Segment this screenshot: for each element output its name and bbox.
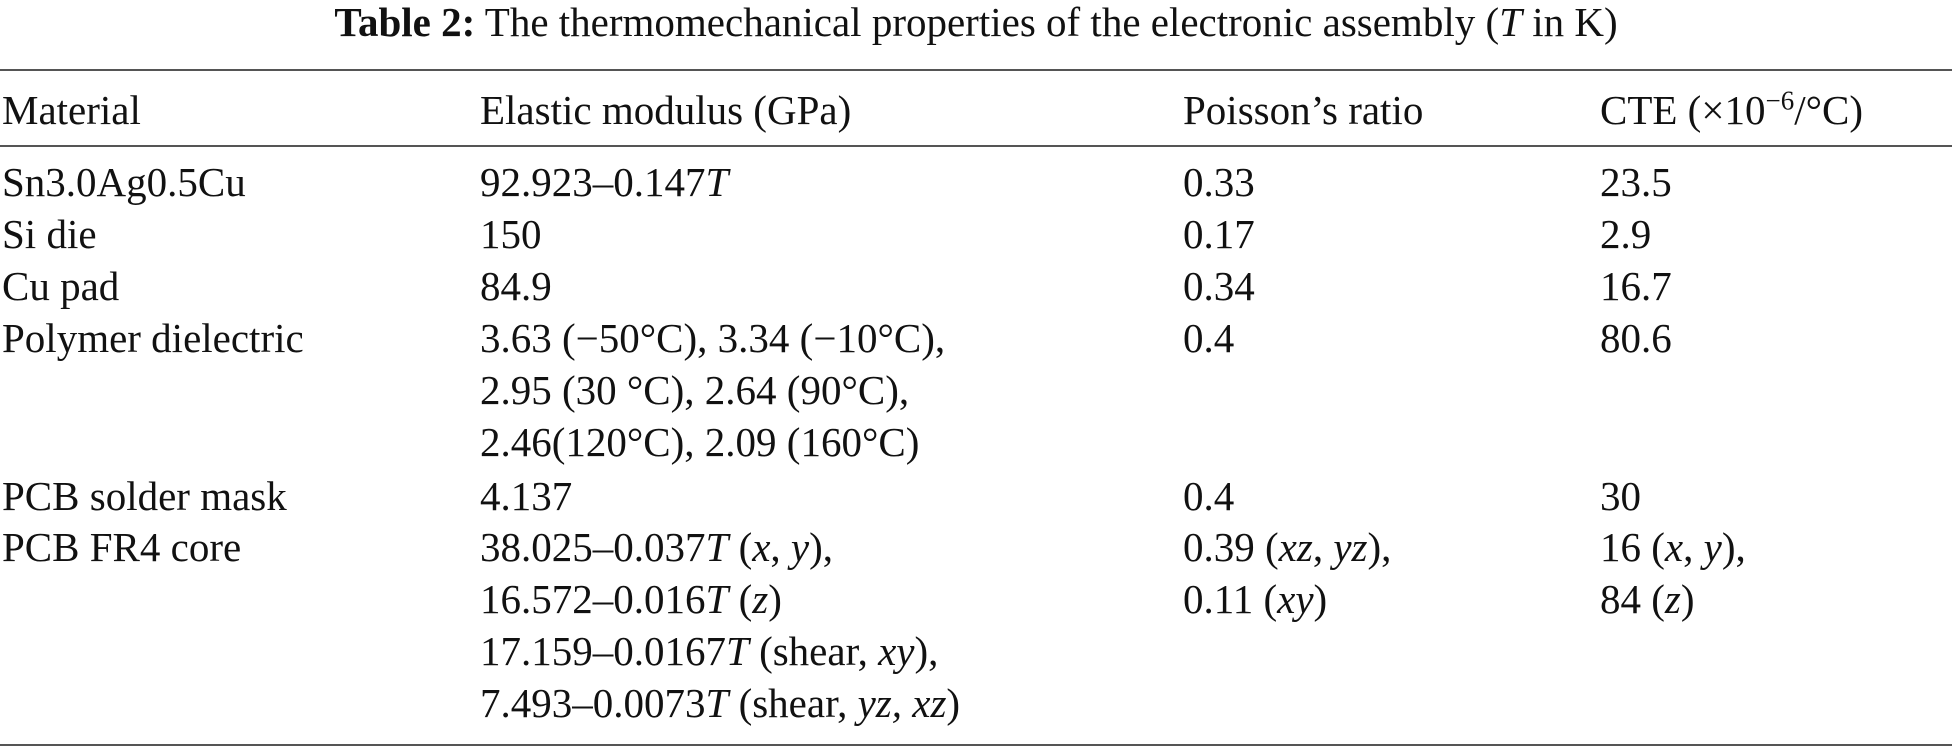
- table-row-poisson: 0.39 (xz, yz), 0.11 (xy): [1183, 524, 1392, 622]
- caption-variable: T: [1499, 0, 1522, 45]
- table-row-poisson: 0.17: [1183, 211, 1255, 257]
- header-cte: CTE (×10−6/°C): [1600, 85, 1863, 133]
- table-row-material: Cu pad: [2, 263, 120, 309]
- table-row-material: Polymer dielectric: [2, 315, 304, 361]
- table-row-modulus: 4.137: [480, 473, 573, 519]
- table-row-material: Si die: [2, 211, 97, 257]
- table-row-poisson: 0.4: [1183, 315, 1235, 361]
- caption-text-end: in K): [1521, 0, 1618, 45]
- header-elastic-modulus: Elastic modulus (GPa): [480, 87, 852, 133]
- table-row-modulus: 84.9: [480, 263, 552, 309]
- table-row-cte: 16.7: [1600, 263, 1672, 309]
- table-row-modulus: 38.025–0.037T (x, y), 16.572–0.016T (z) …: [480, 524, 961, 726]
- bottom-rule: [0, 744, 1952, 746]
- caption-text: The thermomechanical properties of the e…: [475, 0, 1500, 45]
- caption-label: Table 2:: [334, 0, 476, 45]
- table-row-material: PCB FR4 core: [2, 524, 242, 570]
- header-poisson-ratio: Poisson’s ratio: [1183, 87, 1424, 133]
- table-row-cte: 30: [1600, 473, 1641, 519]
- table-row-poisson: 0.33: [1183, 159, 1255, 205]
- top-rule: [0, 69, 1952, 71]
- table-row-poisson: 0.4: [1183, 473, 1235, 519]
- header-rule: [0, 145, 1952, 147]
- table-row-material: Sn3.0Ag0.5Cu: [2, 159, 246, 205]
- table-row-cte: 16 (x, y), 84 (z): [1600, 524, 1746, 622]
- table-row-modulus: 150: [480, 211, 542, 257]
- table-row-cte: 23.5: [1600, 159, 1672, 205]
- table-row-modulus: 92.923–0.147T: [480, 159, 729, 205]
- table-row-cte: 80.6: [1600, 315, 1672, 361]
- table-row-cte: 2.9: [1600, 211, 1652, 257]
- table-row-poisson: 0.34: [1183, 263, 1255, 309]
- table-row-modulus: 3.63 (−50°C), 3.34 (−10°C), 2.95 (30 °C)…: [480, 315, 946, 465]
- table-caption: Table 2: The thermomechanical properties…: [0, 0, 1952, 44]
- header-material: Material: [2, 87, 141, 133]
- table-row-material: PCB solder mask: [2, 473, 287, 519]
